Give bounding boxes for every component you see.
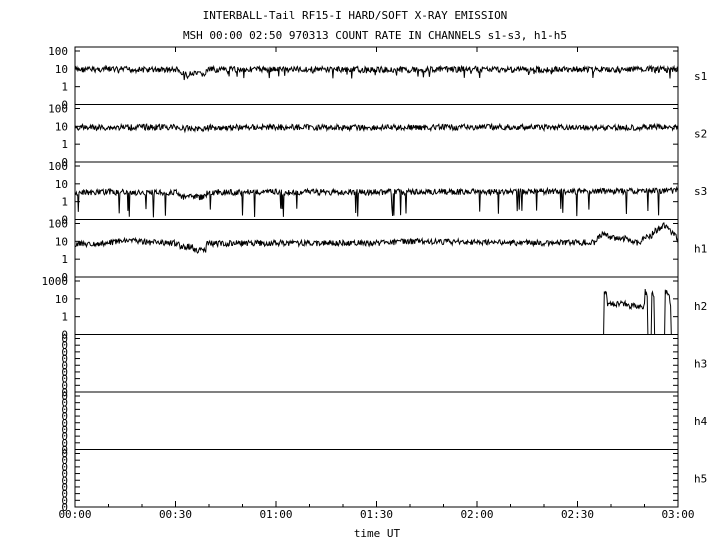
- y-tick-label-s2: 1: [61, 138, 68, 151]
- y-tick-label-h3: 0: [61, 373, 68, 386]
- panel-frame-h2: [74, 276, 679, 335]
- y-tick-label-s1: 1: [61, 81, 68, 94]
- x-tick-label: 01:30: [360, 508, 393, 521]
- y-tick-label-h3: 0: [61, 339, 68, 352]
- channel-label-s2: s2: [694, 127, 707, 140]
- y-tick-label-h4: 0: [61, 410, 68, 423]
- panel-frame-h4: [74, 391, 679, 450]
- y-tick-label-s1: 100: [48, 45, 68, 58]
- y-tick-label-h2: 0: [61, 329, 68, 342]
- series-line-s2: [74, 122, 679, 134]
- y-tick-label-s2: 0: [61, 156, 68, 169]
- series-line-h2: [75, 288, 678, 335]
- y-tick-label-h5: 0: [61, 454, 68, 467]
- y-tick-label-s2: 100: [48, 103, 68, 116]
- y-tick-label-h1: 10: [55, 235, 68, 248]
- y-tick-label-h3: 0: [61, 379, 68, 392]
- y-tick-label-h5: 0: [61, 474, 68, 487]
- panel-frame-s1: [74, 46, 679, 105]
- chart-subtitle: MSH 00:00 02:50 970313 COUNT RATE IN CHA…: [183, 29, 567, 42]
- y-tick-label-h4: 0: [61, 417, 68, 430]
- y-tick-label-s2: 10: [55, 120, 68, 133]
- channel-label-h2: h2: [694, 300, 707, 313]
- x-tick-label: 00:30: [159, 508, 192, 521]
- channel-label-h4: h4: [694, 415, 708, 428]
- x-tick-label: 01:00: [259, 508, 292, 521]
- panel-frame-s2: [74, 104, 679, 163]
- x-tick-label: 00:00: [58, 508, 91, 521]
- channel-label-h1: h1: [694, 242, 707, 255]
- chart-title: INTERBALL-Tail RF15-I HARD/SOFT X-RAY EM…: [203, 9, 508, 22]
- y-tick-label-h4: 0: [61, 423, 68, 436]
- x-axis-label: time UT: [354, 527, 401, 540]
- y-tick-label-h5: 0: [61, 481, 68, 494]
- x-tick-label: 03:00: [661, 508, 694, 521]
- y-tick-label-h1: 100: [48, 218, 68, 231]
- y-tick-label-h5: 0: [61, 461, 68, 474]
- time-axis: 00:00 00:30 01:00 01:30 02:00 02:30 03:00: [58, 47, 695, 521]
- x-tick-label: 02:30: [561, 508, 594, 521]
- y-tick-label-s3: 10: [55, 178, 68, 191]
- y-tick-label-s3: 1: [61, 196, 68, 209]
- y-tick-label-s3: 0: [61, 214, 68, 227]
- y-tick-label-h1: 0: [61, 271, 68, 284]
- y-tick-label-h2: 10: [55, 293, 68, 306]
- series-line-h1: [74, 222, 679, 254]
- x-tick-label: 02:00: [460, 508, 493, 521]
- panel-frame-h1: [74, 219, 679, 278]
- channel-label-s1: s1: [694, 70, 707, 83]
- y-tick-label-h3: 0: [61, 366, 68, 379]
- channel-label-h5: h5: [694, 472, 707, 485]
- series-line-s3: [74, 185, 679, 218]
- y-tick-label-h1: 1: [61, 253, 68, 266]
- y-tick-label-s1: 10: [55, 63, 68, 76]
- y-tick-label-h3: 0: [61, 353, 68, 366]
- y-tick-label-h2: 1000: [42, 275, 69, 288]
- y-tick-label-h2: 1: [61, 311, 68, 324]
- panel-frame-h3: [74, 334, 679, 393]
- channel-label-s3: s3: [694, 185, 707, 198]
- y-tick-label-h5: 0: [61, 448, 68, 461]
- y-tick-label-s1: 0: [61, 99, 68, 112]
- y-tick-label-h3: 0: [61, 359, 68, 372]
- channel-label-h3: h3: [694, 357, 707, 370]
- y-tick-label-h3: 0: [61, 346, 68, 359]
- y-tick-label-h4: 0: [61, 390, 68, 403]
- y-tick-label-h3: 0: [61, 386, 68, 399]
- y-tick-label-h4: 0: [61, 430, 68, 443]
- y-tick-label-h5: 0: [61, 494, 68, 507]
- y-tick-label-s3: 100: [48, 160, 68, 173]
- y-tick-label-h5: 0: [61, 468, 68, 481]
- series-line-s1: [74, 64, 679, 81]
- y-tick-label-h5: 0: [61, 488, 68, 501]
- y-tick-label-h4: 0: [61, 437, 68, 450]
- panel-frame-h5: [74, 449, 679, 508]
- y-tick-label-h5: 0: [61, 501, 68, 514]
- y-tick-label-h4: 0: [61, 397, 68, 410]
- y-tick-label-h4: 0: [61, 444, 68, 457]
- y-tick-label-h3: 0: [61, 333, 68, 346]
- panels-group: 1001010s11001010s21001010s31001010h11000…: [42, 45, 708, 514]
- y-tick-label-h4: 0: [61, 403, 68, 416]
